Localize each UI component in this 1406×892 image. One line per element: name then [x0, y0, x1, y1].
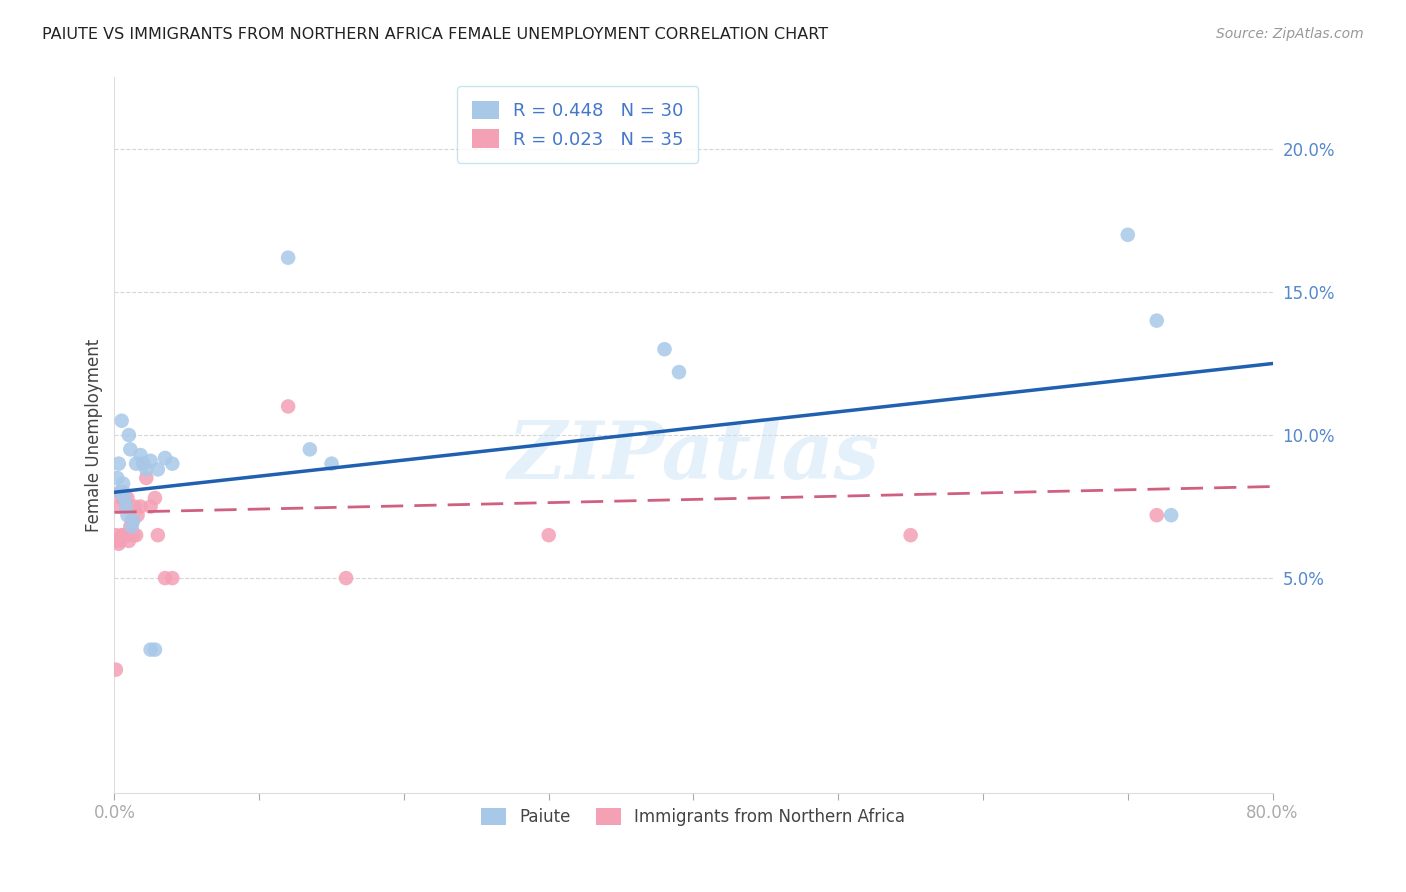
- Point: [112, 485, 135, 500]
- Point: [111, 491, 134, 505]
- Y-axis label: Female Unemployment: Female Unemployment: [86, 338, 103, 532]
- Point: [277, 251, 299, 265]
- Point: [127, 508, 149, 523]
- Point: [162, 571, 184, 585]
- Point: [135, 462, 157, 476]
- Point: [122, 528, 145, 542]
- Point: [146, 462, 169, 476]
- Point: [111, 414, 134, 428]
- Point: [120, 519, 142, 533]
- Point: [122, 514, 145, 528]
- Point: [104, 528, 127, 542]
- Point: [107, 537, 129, 551]
- Point: [135, 471, 157, 485]
- Point: [121, 519, 143, 533]
- Point: [143, 642, 166, 657]
- Point: [146, 528, 169, 542]
- Point: [537, 528, 560, 542]
- Point: [105, 471, 128, 485]
- Point: [1146, 508, 1168, 523]
- Point: [114, 528, 136, 542]
- Point: [114, 491, 136, 505]
- Point: [107, 500, 129, 514]
- Point: [139, 454, 162, 468]
- Point: [129, 448, 152, 462]
- Point: [335, 571, 357, 585]
- Point: [107, 457, 129, 471]
- Point: [1116, 227, 1139, 242]
- Point: [132, 457, 155, 471]
- Point: [277, 400, 299, 414]
- Point: [900, 528, 922, 542]
- Point: [153, 571, 176, 585]
- Point: [298, 442, 321, 457]
- Text: ZIPatlas: ZIPatlas: [508, 417, 880, 495]
- Point: [117, 491, 139, 505]
- Point: [108, 485, 131, 500]
- Text: PAIUTE VS IMMIGRANTS FROM NORTHERN AFRICA FEMALE UNEMPLOYMENT CORRELATION CHART: PAIUTE VS IMMIGRANTS FROM NORTHERN AFRIC…: [42, 27, 828, 42]
- Point: [129, 500, 152, 514]
- Point: [115, 500, 138, 514]
- Point: [139, 500, 162, 514]
- Point: [162, 457, 184, 471]
- Point: [139, 642, 162, 657]
- Point: [321, 457, 343, 471]
- Point: [104, 663, 127, 677]
- Text: Source: ZipAtlas.com: Source: ZipAtlas.com: [1216, 27, 1364, 41]
- Point: [121, 514, 143, 528]
- Point: [124, 500, 146, 514]
- Point: [115, 500, 138, 514]
- Point: [115, 528, 138, 542]
- Point: [668, 365, 690, 379]
- Point: [118, 533, 141, 548]
- Point: [120, 442, 142, 457]
- Point: [114, 491, 136, 505]
- Point: [654, 343, 676, 357]
- Point: [132, 457, 155, 471]
- Point: [125, 528, 148, 542]
- Point: [153, 450, 176, 465]
- Point: [118, 428, 141, 442]
- Point: [111, 528, 134, 542]
- Point: [1160, 508, 1182, 523]
- Point: [112, 476, 135, 491]
- Point: [105, 533, 128, 548]
- Point: [117, 508, 139, 523]
- Point: [1146, 313, 1168, 327]
- Point: [108, 533, 131, 548]
- Point: [108, 485, 131, 500]
- Point: [125, 457, 148, 471]
- Point: [143, 491, 166, 505]
- Legend: Paiute, Immigrants from Northern Africa: Paiute, Immigrants from Northern Africa: [474, 799, 914, 834]
